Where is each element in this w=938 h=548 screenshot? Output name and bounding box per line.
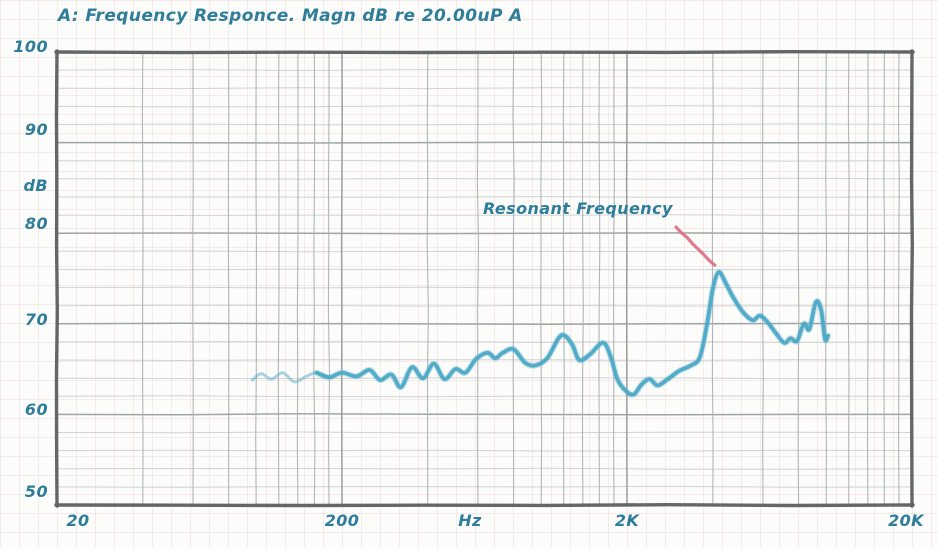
gridline-minor-v: [476, 51, 480, 506]
gridline-minor-h: [56, 431, 913, 434]
gridline-minor-h: [56, 123, 913, 126]
y-tick-50: 50: [24, 482, 48, 501]
gridline-minor-h: [56, 214, 913, 217]
resonant-frequency-annotation: Resonant Frequency: [483, 199, 673, 218]
gridline-minor-v: [277, 51, 280, 506]
gridline-minor-h: [56, 268, 913, 271]
gridline-minor-h: [56, 449, 913, 452]
x-tick-200: 200: [324, 511, 360, 530]
plot-border-top: [54, 49, 915, 55]
gridline-decade-v: [340, 51, 343, 506]
chart-title: A: Frequency Responce. Magn dB re 20.00u…: [58, 6, 523, 26]
plot-border-right: [909, 49, 915, 508]
gridline-minor-h: [56, 177, 913, 180]
x-tick-2k: 2K: [614, 511, 640, 530]
gridline-minor-v: [327, 51, 331, 506]
x-tick-20k: 20K: [888, 511, 924, 530]
gridline-minor-v: [540, 51, 543, 506]
gridline-minor-h: [56, 196, 913, 198]
gridline-minor-h: [56, 359, 913, 362]
gridline-major-h: [56, 413, 913, 416]
gridline-minor-v: [797, 51, 800, 506]
gridline-minor-h: [56, 87, 913, 90]
y-tick-70: 70: [24, 310, 48, 329]
y-axis-unit-label: dB: [23, 176, 48, 195]
gridline-minor-v: [825, 51, 828, 506]
y-tick-60: 60: [24, 400, 48, 419]
gridline-minor-v: [255, 51, 257, 506]
gridline-minor-v: [562, 51, 565, 506]
gridline-minor-v: [296, 51, 299, 506]
gridline-minor-v: [847, 51, 850, 506]
y-tick-80: 80: [24, 214, 48, 233]
gridline-minor-h: [56, 250, 913, 253]
gridline-minor-v: [426, 51, 429, 506]
gridline-major-h: [56, 232, 913, 235]
response-curve: [314, 270, 830, 397]
gridline-minor-v: [883, 51, 886, 506]
gridline-minor-h: [56, 341, 913, 343]
gridline-major-h: [56, 141, 913, 144]
gridline-minor-h: [56, 159, 913, 162]
gridline-minor-h: [56, 304, 913, 307]
gridline-minor-h: [56, 286, 913, 289]
plot-border-bottom: [54, 502, 915, 508]
gridline-minor-v: [762, 51, 764, 506]
gridline-minor-v: [613, 51, 615, 506]
annotation-callout-line: [674, 225, 717, 267]
gridline-minor-v: [313, 51, 316, 506]
gridline-minor-v: [598, 51, 601, 506]
gridline-minor-h: [56, 395, 913, 398]
gridline-minor-v: [866, 51, 869, 506]
plot-border-left: [54, 49, 60, 508]
y-tick-100: 100: [13, 37, 48, 56]
gridline-minor-h: [56, 485, 913, 488]
gridline-minor-v: [897, 51, 900, 506]
x-axis-unit-label: Hz: [458, 511, 482, 530]
gridline-minor-v: [711, 51, 714, 506]
y-tick-90: 90: [24, 120, 48, 139]
gridline-minor-h: [56, 105, 913, 108]
x-tick-20: 20: [66, 511, 90, 530]
gridline-minor-v: [512, 51, 515, 506]
gridline-minor-v: [141, 51, 144, 506]
gridline-minor-h: [56, 69, 913, 72]
gridline-major-h: [56, 322, 913, 325]
gridline-minor-v: [581, 51, 584, 506]
gridline-minor-h: [56, 467, 913, 470]
gridline-minor-h: [56, 377, 913, 380]
